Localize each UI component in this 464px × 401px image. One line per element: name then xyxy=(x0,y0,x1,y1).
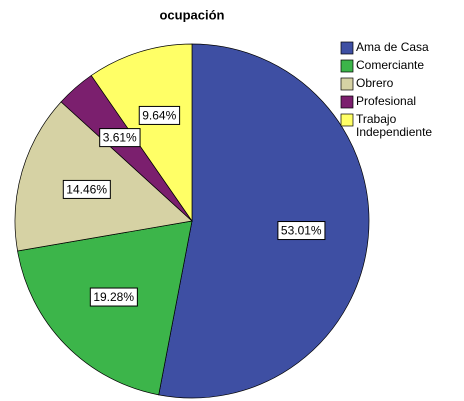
legend-swatch xyxy=(340,113,354,127)
data-label-box xyxy=(99,128,141,148)
data-label-text: 9.64% xyxy=(142,108,176,122)
data-label-text: 3.61% xyxy=(103,131,137,145)
legend-swatch xyxy=(340,59,354,73)
pie-slice xyxy=(17,220,193,396)
data-label-box xyxy=(89,287,138,307)
legend-swatch xyxy=(340,95,354,109)
legend-label: Comerciante xyxy=(356,58,424,72)
data-label-box xyxy=(138,105,181,125)
data-label: 53.01% xyxy=(277,221,326,241)
data-label: 19.28% xyxy=(89,287,138,307)
legend-label: Obrero xyxy=(356,76,394,90)
legend-label: Ama de Casa xyxy=(356,40,429,54)
pie-slice xyxy=(14,101,193,252)
legend-swatch xyxy=(340,41,354,55)
chart-title: ocupación xyxy=(159,7,224,22)
pie-slice xyxy=(90,43,193,223)
data-label-text: 19.28% xyxy=(93,290,134,304)
legend-swatch xyxy=(340,77,354,91)
legend-label: Trabajo Independiente xyxy=(356,112,432,139)
data-label-box xyxy=(62,179,111,199)
pie-slice xyxy=(158,43,370,399)
data-label-box xyxy=(277,221,326,241)
data-label-text: 53.01% xyxy=(281,224,322,238)
data-label: 14.46% xyxy=(62,179,111,199)
legend-label: Profesional xyxy=(356,94,416,108)
data-label: 9.64% xyxy=(138,105,181,125)
data-label-text: 14.46% xyxy=(66,182,107,196)
data-label: 3.61% xyxy=(99,128,141,148)
